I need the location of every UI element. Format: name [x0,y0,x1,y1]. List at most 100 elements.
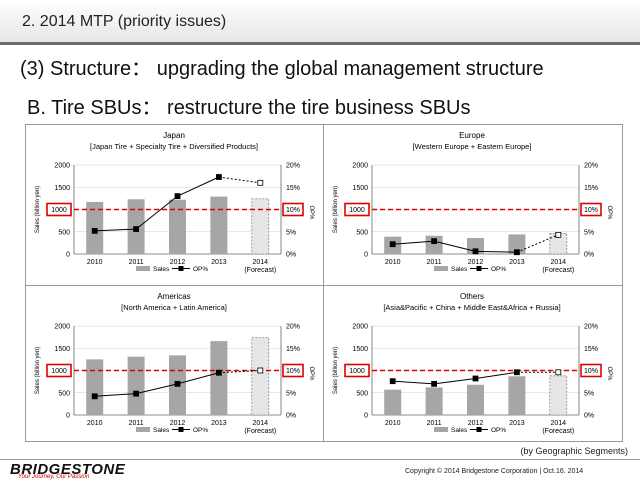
op-point-2013 [215,369,222,376]
target-box-right [580,363,602,378]
op-line-segment [516,234,559,253]
op-line-segment [434,378,476,385]
chart-subtitle: [Japan Tire + Specialty Tire + Diversifi… [90,142,258,151]
chart-japan: Japan [Japan Tire + Specialty Tire + Dive… [35,131,314,274]
sales-bar-2013 [210,341,228,415]
legend-sales-label: Sales [451,266,468,273]
op-point-2014 [555,369,562,376]
forecast-label: (Forecast) [244,428,276,435]
slide-subtitle: (3) Structure： upgrading the global mana… [20,58,544,80]
chart-panel-others: Others [Asia&Pacific + China + Middle Eas… [324,286,621,446]
logo-tagline: Your Journey, Our Passion [18,474,90,480]
op-point-2013 [513,369,520,376]
y-axis-label: Sales (billion yen) [35,186,41,233]
y-tick-label: 2000 [54,324,70,331]
op-point-2014 [555,231,562,238]
sales-bar-2012 [467,384,484,415]
x-tick-label: 2013 [509,420,525,427]
op-point-2013 [513,249,520,256]
forecast-label: (Forecast) [542,267,574,274]
sales-bar-2012 [169,199,186,254]
sales-bar-2014 [251,337,270,416]
sales-bar-2013 [508,376,526,415]
y2-axis-label: OP% [308,205,314,220]
x-tick-label: 2011 [129,420,144,427]
op-point-2010 [91,227,98,234]
chart-grid: Japan [Japan Tire + Specialty Tire + Dive… [25,124,623,442]
y-axis-label: Sales (billion yen) [333,186,339,233]
legend-op-swatch-marker [178,266,184,271]
y-tick-label: 2000 [352,163,368,170]
y2-tick-label: 0% [584,252,594,259]
y-axis-label: Sales (billion yen) [333,347,339,394]
legend-sales-swatch [136,427,150,432]
target-label-left: 1000 [349,207,365,214]
y2-tick-label: 5% [584,390,594,397]
op-line-segment [94,228,137,232]
target-box-right [282,363,304,378]
op-point-2010 [389,241,396,248]
x-tick-label: 2013 [211,420,227,427]
op-line-segment [475,371,517,380]
sales-bar-2010 [384,389,402,415]
x-tick-label: 2011 [427,420,442,427]
chart-panel-europe: Europe [Western Europe + Eastern Europe] 0… [324,125,621,285]
target-box-left [46,363,72,378]
op-line-segment [94,393,137,397]
legend-sales-swatch [136,266,150,271]
y2-tick-label: 20% [286,163,300,170]
y2-tick-label: 20% [584,324,598,331]
target-label-left: 1000 [51,207,67,214]
legend-sales-swatch [434,427,448,432]
header-divider [0,42,640,45]
x-tick-label: 2014 [253,420,269,427]
op-line-segment [177,176,220,197]
bridgestone-logo: BRIDGESTONE [10,461,126,478]
legend-op-label: OP% [491,427,506,434]
x-tick-label: 2013 [211,259,227,266]
y2-tick-label: 15% [286,185,300,192]
panel-divider-horizontal [26,285,622,286]
chart-subtitle: [Western Europe + Eastern Europe] [413,142,532,151]
legend-sales-swatch [434,266,448,271]
legend-sales-label: Sales [153,427,170,434]
op-point-2014 [257,179,264,186]
op-line-segment [218,176,261,184]
chart-panel-japan: Japan [Japan Tire + Specialty Tire + Dive… [26,125,323,285]
x-tick-label: 2013 [509,259,525,266]
y2-tick-label: 15% [584,346,598,353]
sales-bar-2011 [127,356,145,415]
slide-title: 2. 2014 MTP (priority issues) [22,13,227,30]
op-point-2011 [431,238,437,244]
x-tick-label: 2011 [129,259,144,266]
x-tick-label: 2012 [468,420,484,427]
y2-tick-label: 15% [286,346,300,353]
y2-tick-label: 15% [584,185,598,192]
forecast-label: (Forecast) [542,428,574,435]
y2-axis-label: OP% [308,366,314,381]
target-box-left [344,363,370,378]
y2-tick-label: 5% [286,390,296,397]
sales-bar-2010 [86,359,104,415]
y2-tick-label: 0% [584,413,594,420]
chart-americas: Americas [North America + Latin America] 0… [35,292,314,435]
y-tick-label: 500 [58,390,70,397]
y2-tick-label: 5% [286,229,296,236]
x-tick-label: 2014 [551,420,567,427]
target-label-left: 1000 [349,368,365,375]
y2-tick-label: 20% [584,163,598,170]
chart-title: Japan [163,131,185,140]
chart-subtitle: [Asia&Pacific + China + Middle East&Afri… [383,303,560,312]
y-tick-label: 0 [364,252,368,259]
op-point-2010 [389,378,396,385]
op-line-segment [218,370,261,374]
legend-op-label: OP% [491,266,506,273]
target-label-left: 1000 [51,368,67,375]
chart-title: Europe [459,131,485,140]
sales-bar-2014 [549,375,568,416]
y2-tick-label: 0% [286,413,296,420]
legend-op-swatch-marker [476,427,482,432]
legend-op-swatch-marker [178,427,184,432]
y-tick-label: 1500 [54,185,70,192]
legend-op-label: OP% [193,427,208,434]
